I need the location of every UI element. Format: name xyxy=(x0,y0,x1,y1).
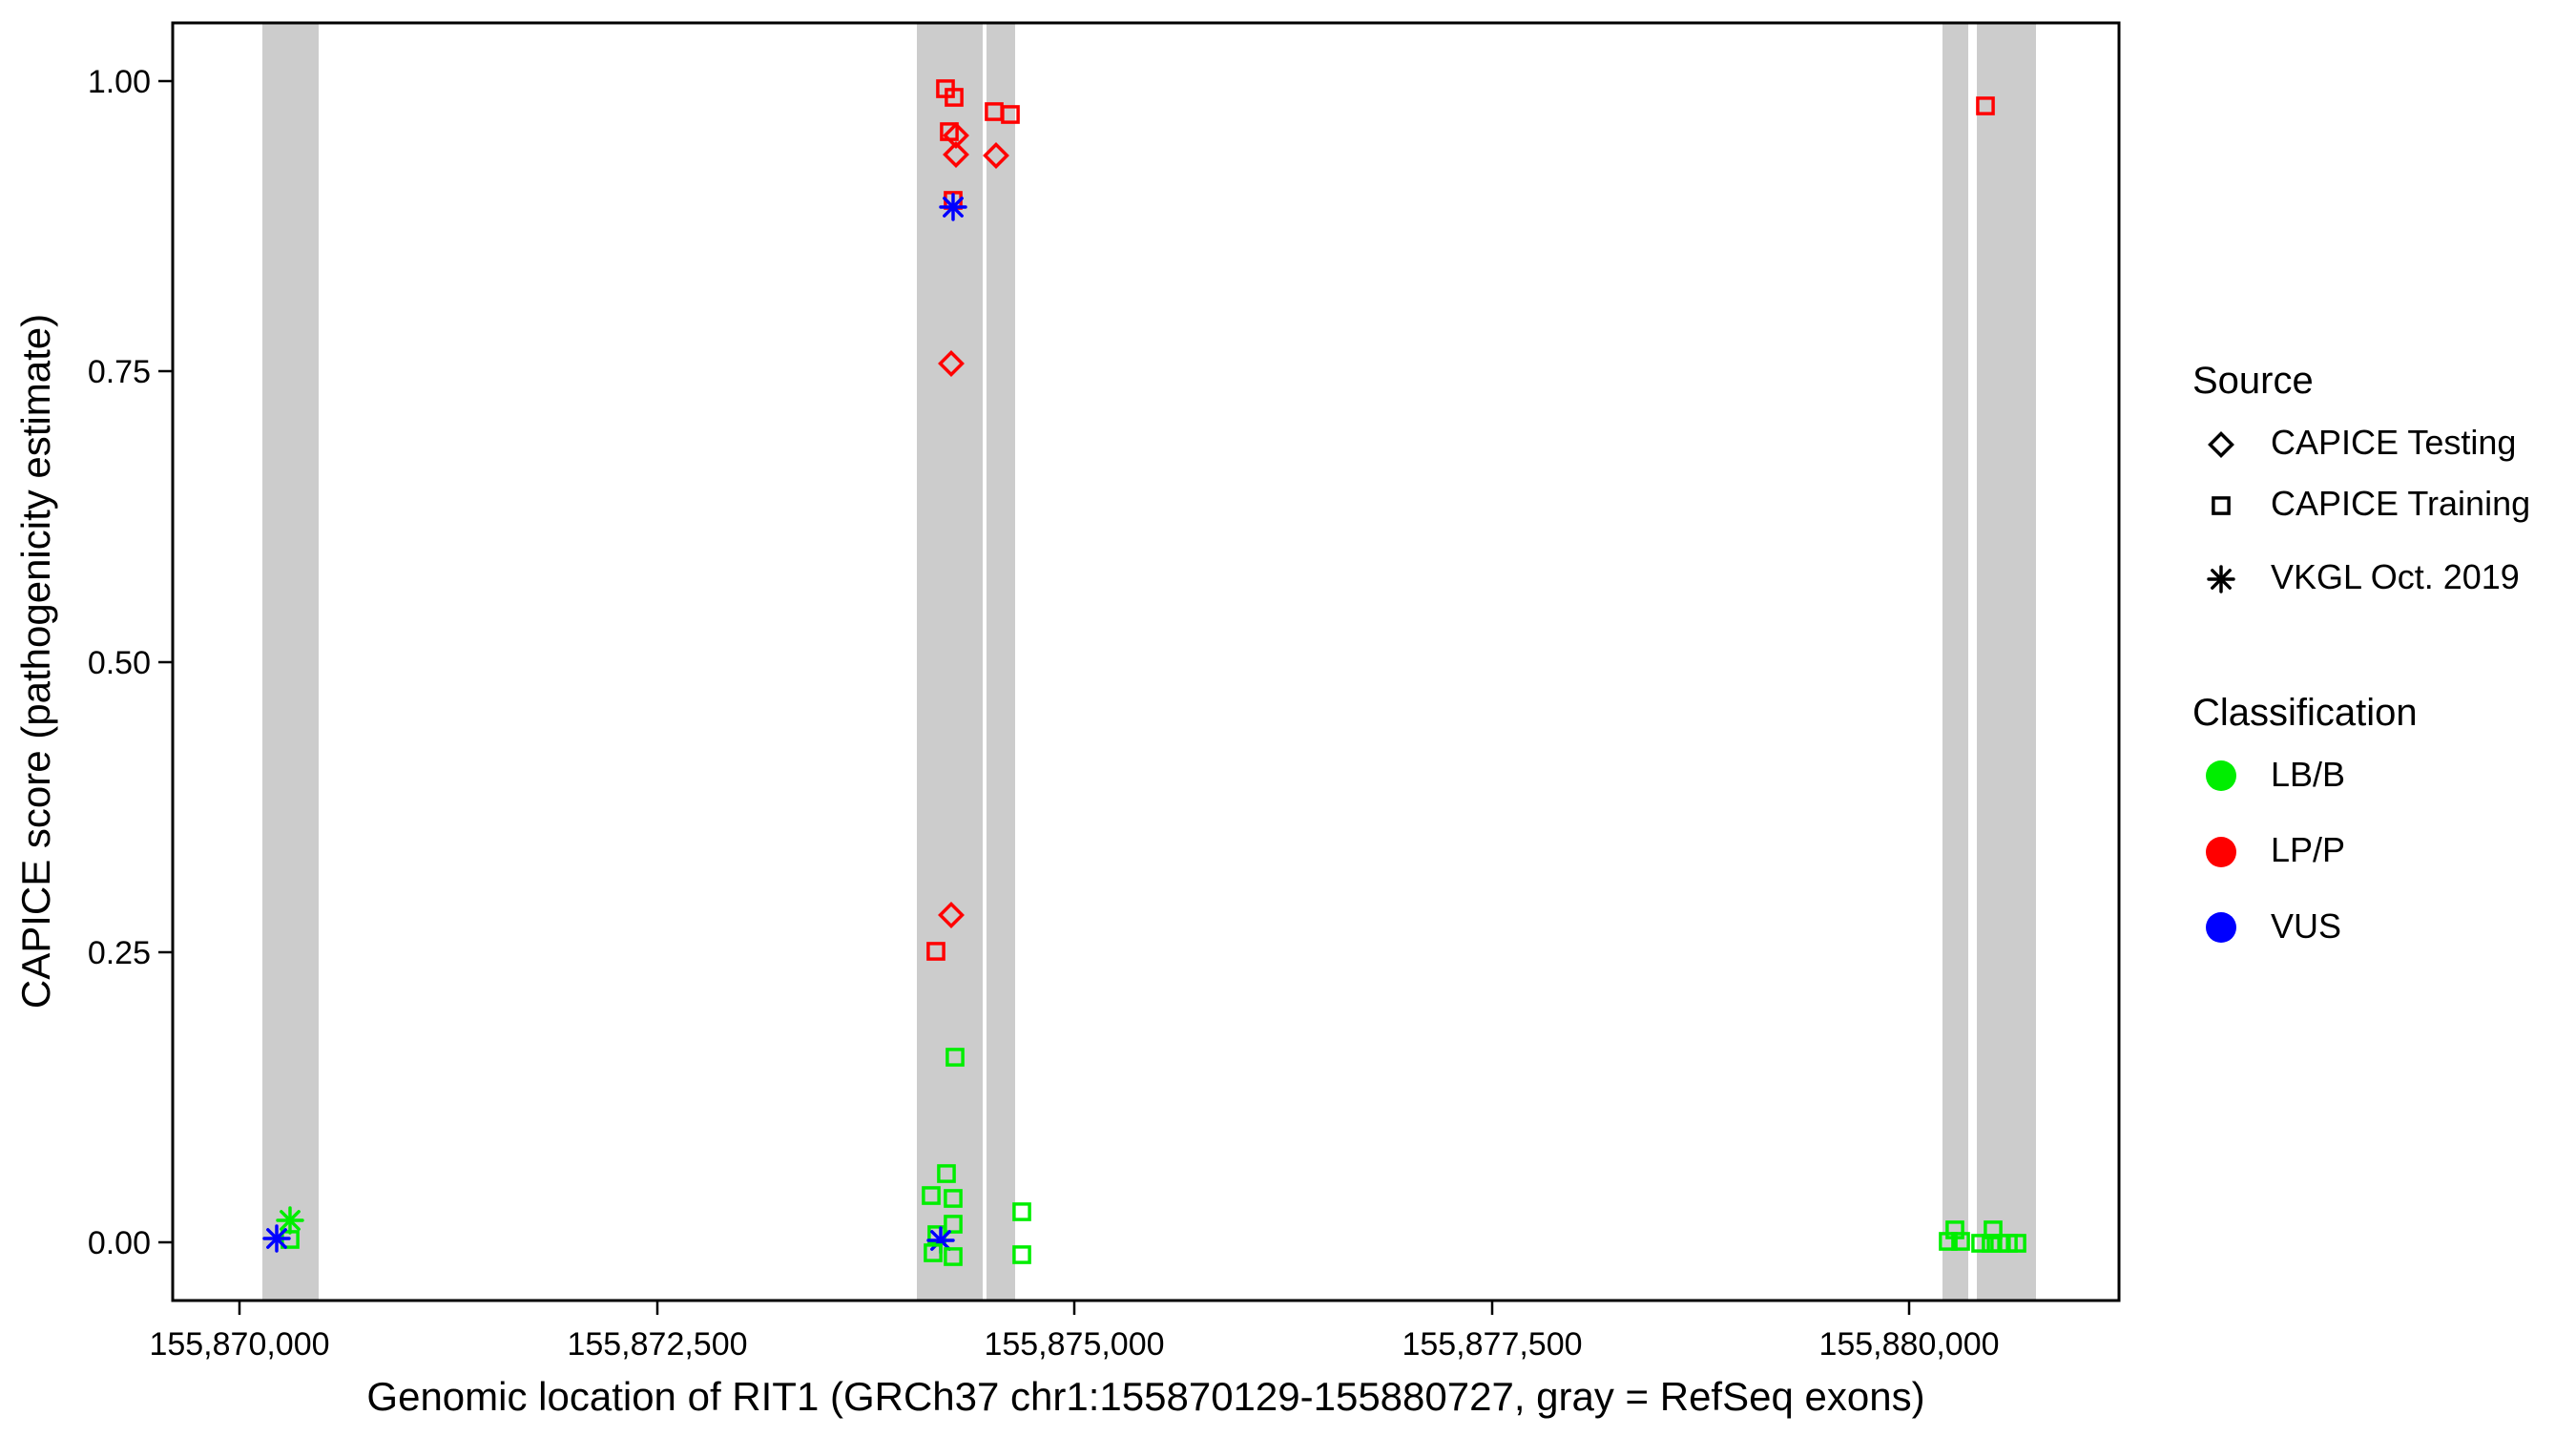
svg-text:0.25: 0.25 xyxy=(88,935,151,971)
svg-text:LP/P: LP/P xyxy=(2271,830,2345,869)
svg-text:155,872,500: 155,872,500 xyxy=(567,1326,747,1363)
svg-text:0.00: 0.00 xyxy=(88,1225,151,1261)
svg-text:LB/B: LB/B xyxy=(2271,755,2345,794)
svg-text:155,875,000: 155,875,000 xyxy=(984,1326,1164,1363)
svg-text:CAPICE Testing: CAPICE Testing xyxy=(2271,423,2516,462)
svg-text:Classification: Classification xyxy=(2192,692,2418,734)
svg-text:155,880,000: 155,880,000 xyxy=(1818,1326,1999,1363)
svg-text:1.00: 1.00 xyxy=(88,64,151,100)
svg-text:155,870,000: 155,870,000 xyxy=(149,1326,329,1363)
svg-text:VUS: VUS xyxy=(2271,906,2341,946)
svg-text:0.50: 0.50 xyxy=(88,645,151,681)
svg-text:VKGL Oct. 2019: VKGL Oct. 2019 xyxy=(2271,557,2520,596)
svg-text:Genomic location of RIT1 (GRCh: Genomic location of RIT1 (GRCh37 chr1:15… xyxy=(366,1374,1924,1419)
svg-text:CAPICE score (pathogenicity es: CAPICE score (pathogenicity estimate) xyxy=(13,314,58,1009)
svg-text:0.75: 0.75 xyxy=(88,354,151,390)
svg-text:CAPICE Training: CAPICE Training xyxy=(2271,484,2530,523)
svg-text:155,877,500: 155,877,500 xyxy=(1402,1326,1582,1363)
svg-text:Source: Source xyxy=(2192,360,2314,402)
